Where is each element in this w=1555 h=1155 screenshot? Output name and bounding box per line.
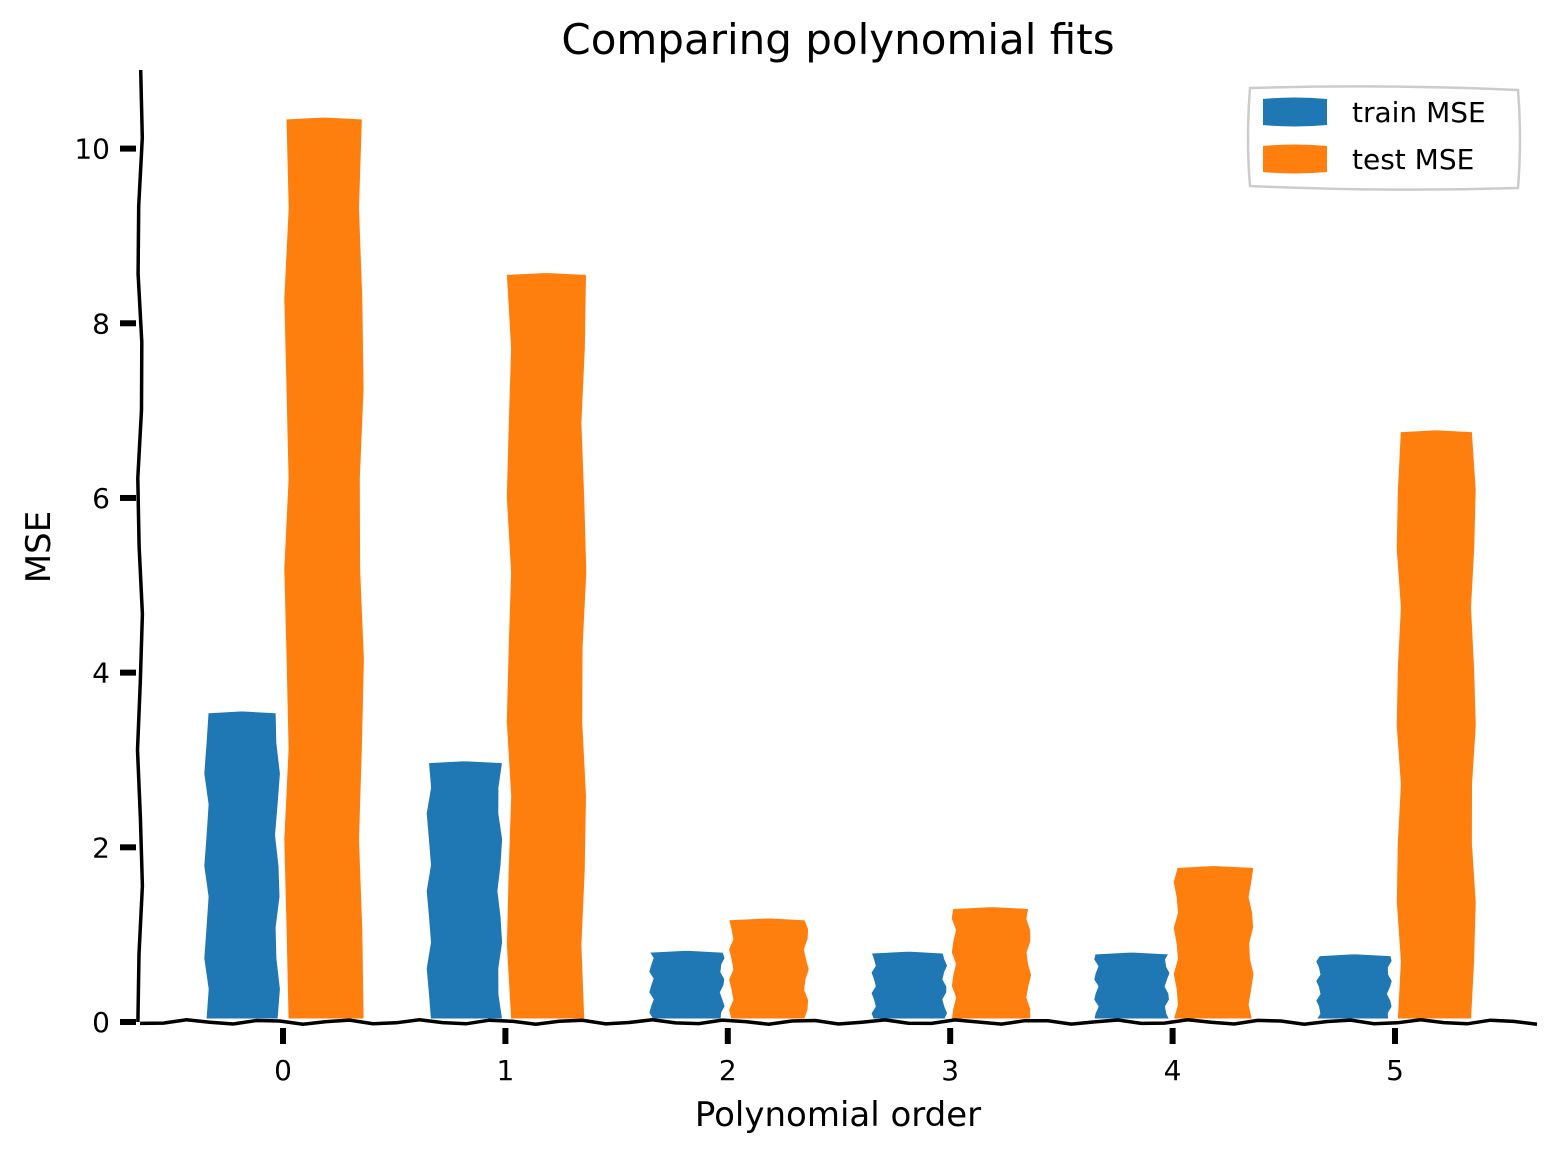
bar-train-2 — [645, 947, 728, 1022]
legend-label-train: train MSE — [1352, 96, 1486, 129]
bar-train-3 — [867, 948, 951, 1022]
x-tick-label: 1 — [496, 1054, 514, 1087]
x-tick-label: 4 — [1164, 1054, 1182, 1087]
x-ticks: 0 1 2 3 4 5 — [274, 1028, 1404, 1087]
legend: train MSE test MSE — [1246, 85, 1522, 191]
legend-label-test: test MSE — [1352, 143, 1474, 176]
bar-train-5 — [1311, 951, 1395, 1022]
x-axis-label: Polynomial order — [695, 1095, 981, 1135]
bar-test-5 — [1393, 427, 1479, 1022]
x-tick-label: 2 — [719, 1054, 737, 1087]
y-axis-line — [135, 69, 145, 1023]
y-tick-label: 6 — [92, 482, 110, 515]
bar-train-1 — [423, 758, 506, 1022]
y-tick-label: 2 — [92, 831, 110, 864]
x-tick-label: 0 — [274, 1054, 292, 1087]
x-tick-label: 5 — [1386, 1054, 1404, 1087]
legend-swatch-train — [1263, 97, 1327, 127]
x-axis-line — [139, 1018, 1538, 1026]
x-tick-label: 3 — [941, 1054, 959, 1087]
chart-title: Comparing polynomial fits — [561, 15, 1114, 64]
y-tick-label: 4 — [92, 657, 110, 690]
bar-test-3 — [948, 904, 1035, 1022]
bar-test-0 — [281, 114, 367, 1022]
y-tick-label: 0 — [92, 1006, 110, 1039]
y-axis-label: MSE — [19, 511, 59, 583]
y-ticks: 0 2 4 6 8 10 — [74, 133, 136, 1039]
bar-train-4 — [1090, 949, 1174, 1022]
bar-test-1 — [503, 269, 590, 1022]
bar-test-2 — [725, 915, 812, 1022]
bars-layer — [201, 114, 1479, 1022]
bar-train-0 — [201, 708, 283, 1022]
y-tick-label: 10 — [74, 133, 110, 166]
legend-swatch-test — [1263, 144, 1327, 174]
bar-test-4 — [1170, 862, 1257, 1022]
y-tick-label: 8 — [92, 307, 110, 340]
